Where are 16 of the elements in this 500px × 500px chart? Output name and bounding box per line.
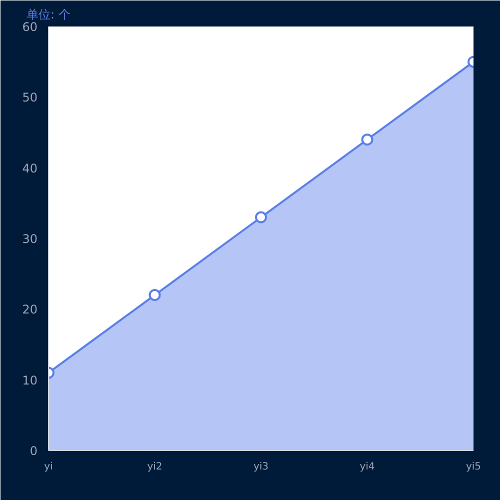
x-tick-label: yi5 <box>466 462 482 472</box>
x-tick-label: yi4 <box>360 462 375 472</box>
x-tick-label: yi2 <box>147 462 162 472</box>
y-axis-title: 单位: 个 <box>26 8 70 22</box>
x-tick-label: yi <box>44 462 53 472</box>
y-tick-label: 50 <box>22 90 38 105</box>
y-tick-label: 20 <box>22 302 38 317</box>
y-tick-label: 40 <box>22 161 38 176</box>
y-tick-label: 30 <box>22 232 38 246</box>
y-tick-label: 60 <box>22 20 38 34</box>
point <box>148 289 161 302</box>
y-tick-label: 0 <box>30 444 38 458</box>
point <box>361 134 374 146</box>
y-tick-label: 10 <box>22 373 38 388</box>
point <box>255 211 267 224</box>
x-tick-label: yi3 <box>253 462 269 472</box>
